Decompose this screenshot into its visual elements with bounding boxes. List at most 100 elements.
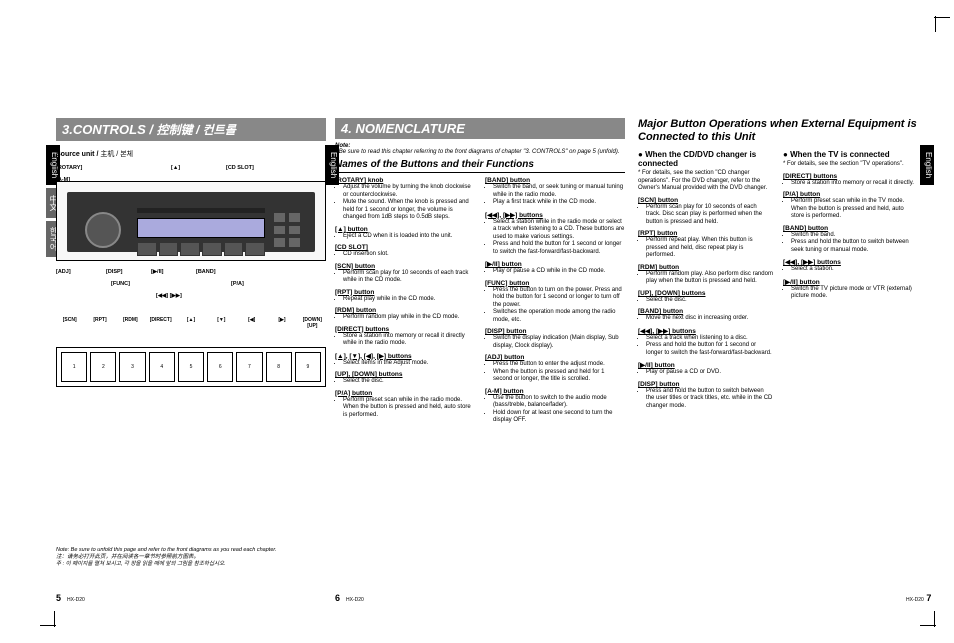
function-item-heading: [BAND] button xyxy=(638,308,773,315)
function-item: [BAND] buttonMove the next disc in incre… xyxy=(638,308,773,323)
function-bullet: Perform scan play for 10 seconds of each… xyxy=(343,270,475,285)
lang-tab-english-right: English xyxy=(920,145,934,185)
function-item-body: Switch the display indication (Main disp… xyxy=(485,335,625,350)
function-item-body: Press the button to enter the adjust mod… xyxy=(485,361,625,384)
function-item: [RDM] buttonPerform random play. Also pe… xyxy=(638,264,773,286)
function-item-heading: [BAND] button xyxy=(485,177,625,184)
tv-items: [DIRECT] buttonsStore a station into mem… xyxy=(783,173,918,301)
function-item-heading: [RDM] button xyxy=(335,307,475,314)
function-item-heading: [UP], [DOWN] buttons xyxy=(638,290,773,297)
function-item-body: Perform scan play for 10 seconds of each… xyxy=(335,270,475,285)
function-bullet: Press the button to turn on the power. P… xyxy=(493,287,625,310)
function-columns: [ROTARY] knobAdjust the volume by turnin… xyxy=(335,177,625,429)
function-item: [CD SLOT]CD insertion slot. xyxy=(335,244,475,259)
function-item-body: Perform random play while in the CD mode… xyxy=(335,314,475,322)
external-equipment-columns: When the CD/DVD changer is connected * F… xyxy=(638,150,918,414)
tv-note: * For details, see the section "TV opera… xyxy=(783,161,918,169)
function-bullet: Switches the operation mode among the ra… xyxy=(493,309,625,324)
function-bullet: When the button is pressed and held for … xyxy=(493,369,625,384)
page-7: Major Button Operations when External Eq… xyxy=(638,118,918,568)
remote-label: [DIRECT] xyxy=(147,317,174,329)
function-item: [UP], [DOWN] buttonsSelect the disc. xyxy=(638,290,773,305)
function-item-heading: [SCN] button xyxy=(638,197,773,204)
function-item-heading: [DIRECT] buttons xyxy=(335,326,475,333)
function-item-body: Repeat play while in the CD mode. xyxy=(335,296,475,304)
remote-label: [◀] xyxy=(238,317,265,329)
callout-disp: [DISP] xyxy=(106,269,123,275)
remote-label: [SCN] xyxy=(56,317,83,329)
front-panel-diagram xyxy=(56,181,326,261)
remote-label: [▲] xyxy=(177,317,204,329)
function-item-heading: [▲], [▼], [◀], [▶] buttons xyxy=(335,352,475,360)
right-buttons-graphic xyxy=(273,212,301,248)
callout-eject: [▲] xyxy=(171,165,180,171)
function-item-body: Select a station. xyxy=(783,266,918,274)
function-bullet: Use the button to switch to the audio mo… xyxy=(493,395,625,410)
footnote-zh: 注：请务必打开此页，并在阅读各一章节时参照前方图表。 xyxy=(56,554,316,561)
callout-pa: [P/A] xyxy=(231,281,244,287)
function-item-heading: [◀◀], [▶▶] buttons xyxy=(485,211,625,219)
major-ops-title: Major Button Operations when External Eq… xyxy=(638,118,918,144)
function-item: [▲], [▼], [◀], [▶] buttonsSelect items i… xyxy=(335,352,475,368)
function-item: [UP], [DOWN] buttonsSelect the disc. xyxy=(335,371,475,386)
function-bullet: Perform repeat play. When this button is… xyxy=(646,237,773,260)
function-col-2: [BAND] buttonSwitch the band, or seek tu… xyxy=(485,177,625,429)
function-item-heading: [▶/II] button xyxy=(783,278,918,286)
function-item: [◀◀], [▶▶] buttonsSelect a station while… xyxy=(485,211,625,257)
function-item-heading: [SCN] button xyxy=(335,263,475,270)
function-item-heading: [▲] button xyxy=(335,226,475,233)
source-unit-cjk: 主机 / 본체 xyxy=(100,151,133,158)
page-5: 3.CONTROLS / 控制键 / 컨트롤 Source unit / 主机 … xyxy=(56,118,326,568)
remote-button-graphic: 7 xyxy=(236,352,262,382)
function-bullet: Repeat play while in the CD mode. xyxy=(343,296,475,304)
remote-button-graphic: 3 xyxy=(119,352,145,382)
function-bullet: Play or pause a CD or DVD. xyxy=(646,369,773,377)
bottom-buttons-graphic xyxy=(137,242,265,256)
tv-heading: When the TV is connected xyxy=(783,150,918,159)
function-item-heading: [CD SLOT] xyxy=(335,244,475,251)
function-item-heading: [▶/II] button xyxy=(485,260,625,268)
callout-adj: [ADJ] xyxy=(56,269,71,275)
cd-dvd-items: [SCN] buttonPerform scan play for 10 sec… xyxy=(638,197,773,411)
function-bullet: Switch the display indication (Main disp… xyxy=(493,335,625,350)
function-bullet: Press and hold the button for 1 second o… xyxy=(646,342,773,357)
function-item-body: Press and hold the button to switch betw… xyxy=(638,388,773,411)
function-bullet: Press and hold the button to switch betw… xyxy=(791,239,918,254)
display-graphic xyxy=(137,218,265,238)
source-unit-en: Source unit / xyxy=(56,151,98,158)
heading-text: 3.CONTROLS / xyxy=(62,122,153,137)
function-bullet: Store a station into memory or recall it… xyxy=(343,333,475,348)
function-item-body: Select a track when listening to a disc.… xyxy=(638,335,773,358)
function-item-body: Switch the band, or seek tuning or manua… xyxy=(485,184,625,207)
heading-cjk: 控制键 / 컨트롤 xyxy=(157,123,236,137)
function-item-body: Select a station while in the radio mode… xyxy=(485,219,625,257)
rotary-knob-graphic xyxy=(85,212,121,248)
cd-slot-graphic xyxy=(137,208,265,213)
function-item: [◀◀], [▶▶] buttonsSelect a track when li… xyxy=(638,327,773,358)
function-bullet: Switch the band, or seek tuning or manua… xyxy=(493,184,625,199)
cropmark-icon xyxy=(40,611,70,641)
function-item: [A-M] buttonUse the button to switch to … xyxy=(485,388,625,425)
function-item: [SCN] buttonPerform scan play for 10 sec… xyxy=(638,197,773,227)
function-item: [ROTARY] knobAdjust the volume by turnin… xyxy=(335,177,475,222)
function-bullet: Switch the band. xyxy=(791,232,918,240)
function-item-heading: [FUNC] button xyxy=(485,280,625,287)
function-bullet: Play a first track while in the CD mode. xyxy=(493,199,625,207)
page-number-5: 5HX-D20 xyxy=(56,593,85,603)
function-bullet: Store a station into memory or recall it… xyxy=(791,180,918,188)
function-item-body: Play or pause a CD or DVD. xyxy=(638,369,773,377)
function-item-body: Play or pause a CD while in the CD mode. xyxy=(485,268,625,276)
function-item-body: Perform scan play for 10 seconds of each… xyxy=(638,204,773,227)
function-bullet: Perform random play while in the CD mode… xyxy=(343,314,475,322)
note-body: • Be sure to read this chapter referring… xyxy=(335,149,625,155)
function-item-heading: [▶/II] button xyxy=(638,361,773,369)
remote-button-graphic: 1 xyxy=(61,352,87,382)
cropmark-icon xyxy=(920,2,950,32)
function-item-heading: [ADJ] button xyxy=(485,354,625,361)
function-bullet: Select a station. xyxy=(791,266,918,274)
remote-button-graphic: 8 xyxy=(266,352,292,382)
function-bullet: Press and hold the button for 1 second o… xyxy=(493,241,625,256)
function-col-1: [ROTARY] knobAdjust the volume by turnin… xyxy=(335,177,475,429)
function-item-heading: [◀◀], [▶▶] buttons xyxy=(638,327,773,335)
unfold-footnote: Note: Be sure to unfold this page and re… xyxy=(56,547,316,568)
